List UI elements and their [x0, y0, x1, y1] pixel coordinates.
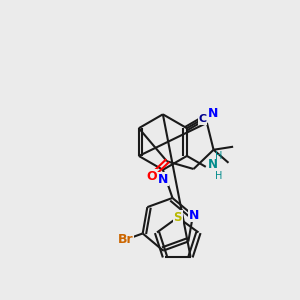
Text: N: N	[208, 158, 218, 171]
Text: H: H	[215, 151, 222, 161]
Text: S: S	[173, 211, 182, 224]
Text: H: H	[215, 171, 222, 181]
Text: N: N	[189, 209, 199, 222]
Text: N: N	[158, 173, 168, 186]
Text: O: O	[146, 170, 157, 183]
Text: C: C	[198, 114, 206, 124]
Text: Br: Br	[118, 233, 134, 246]
Text: N: N	[208, 107, 218, 120]
